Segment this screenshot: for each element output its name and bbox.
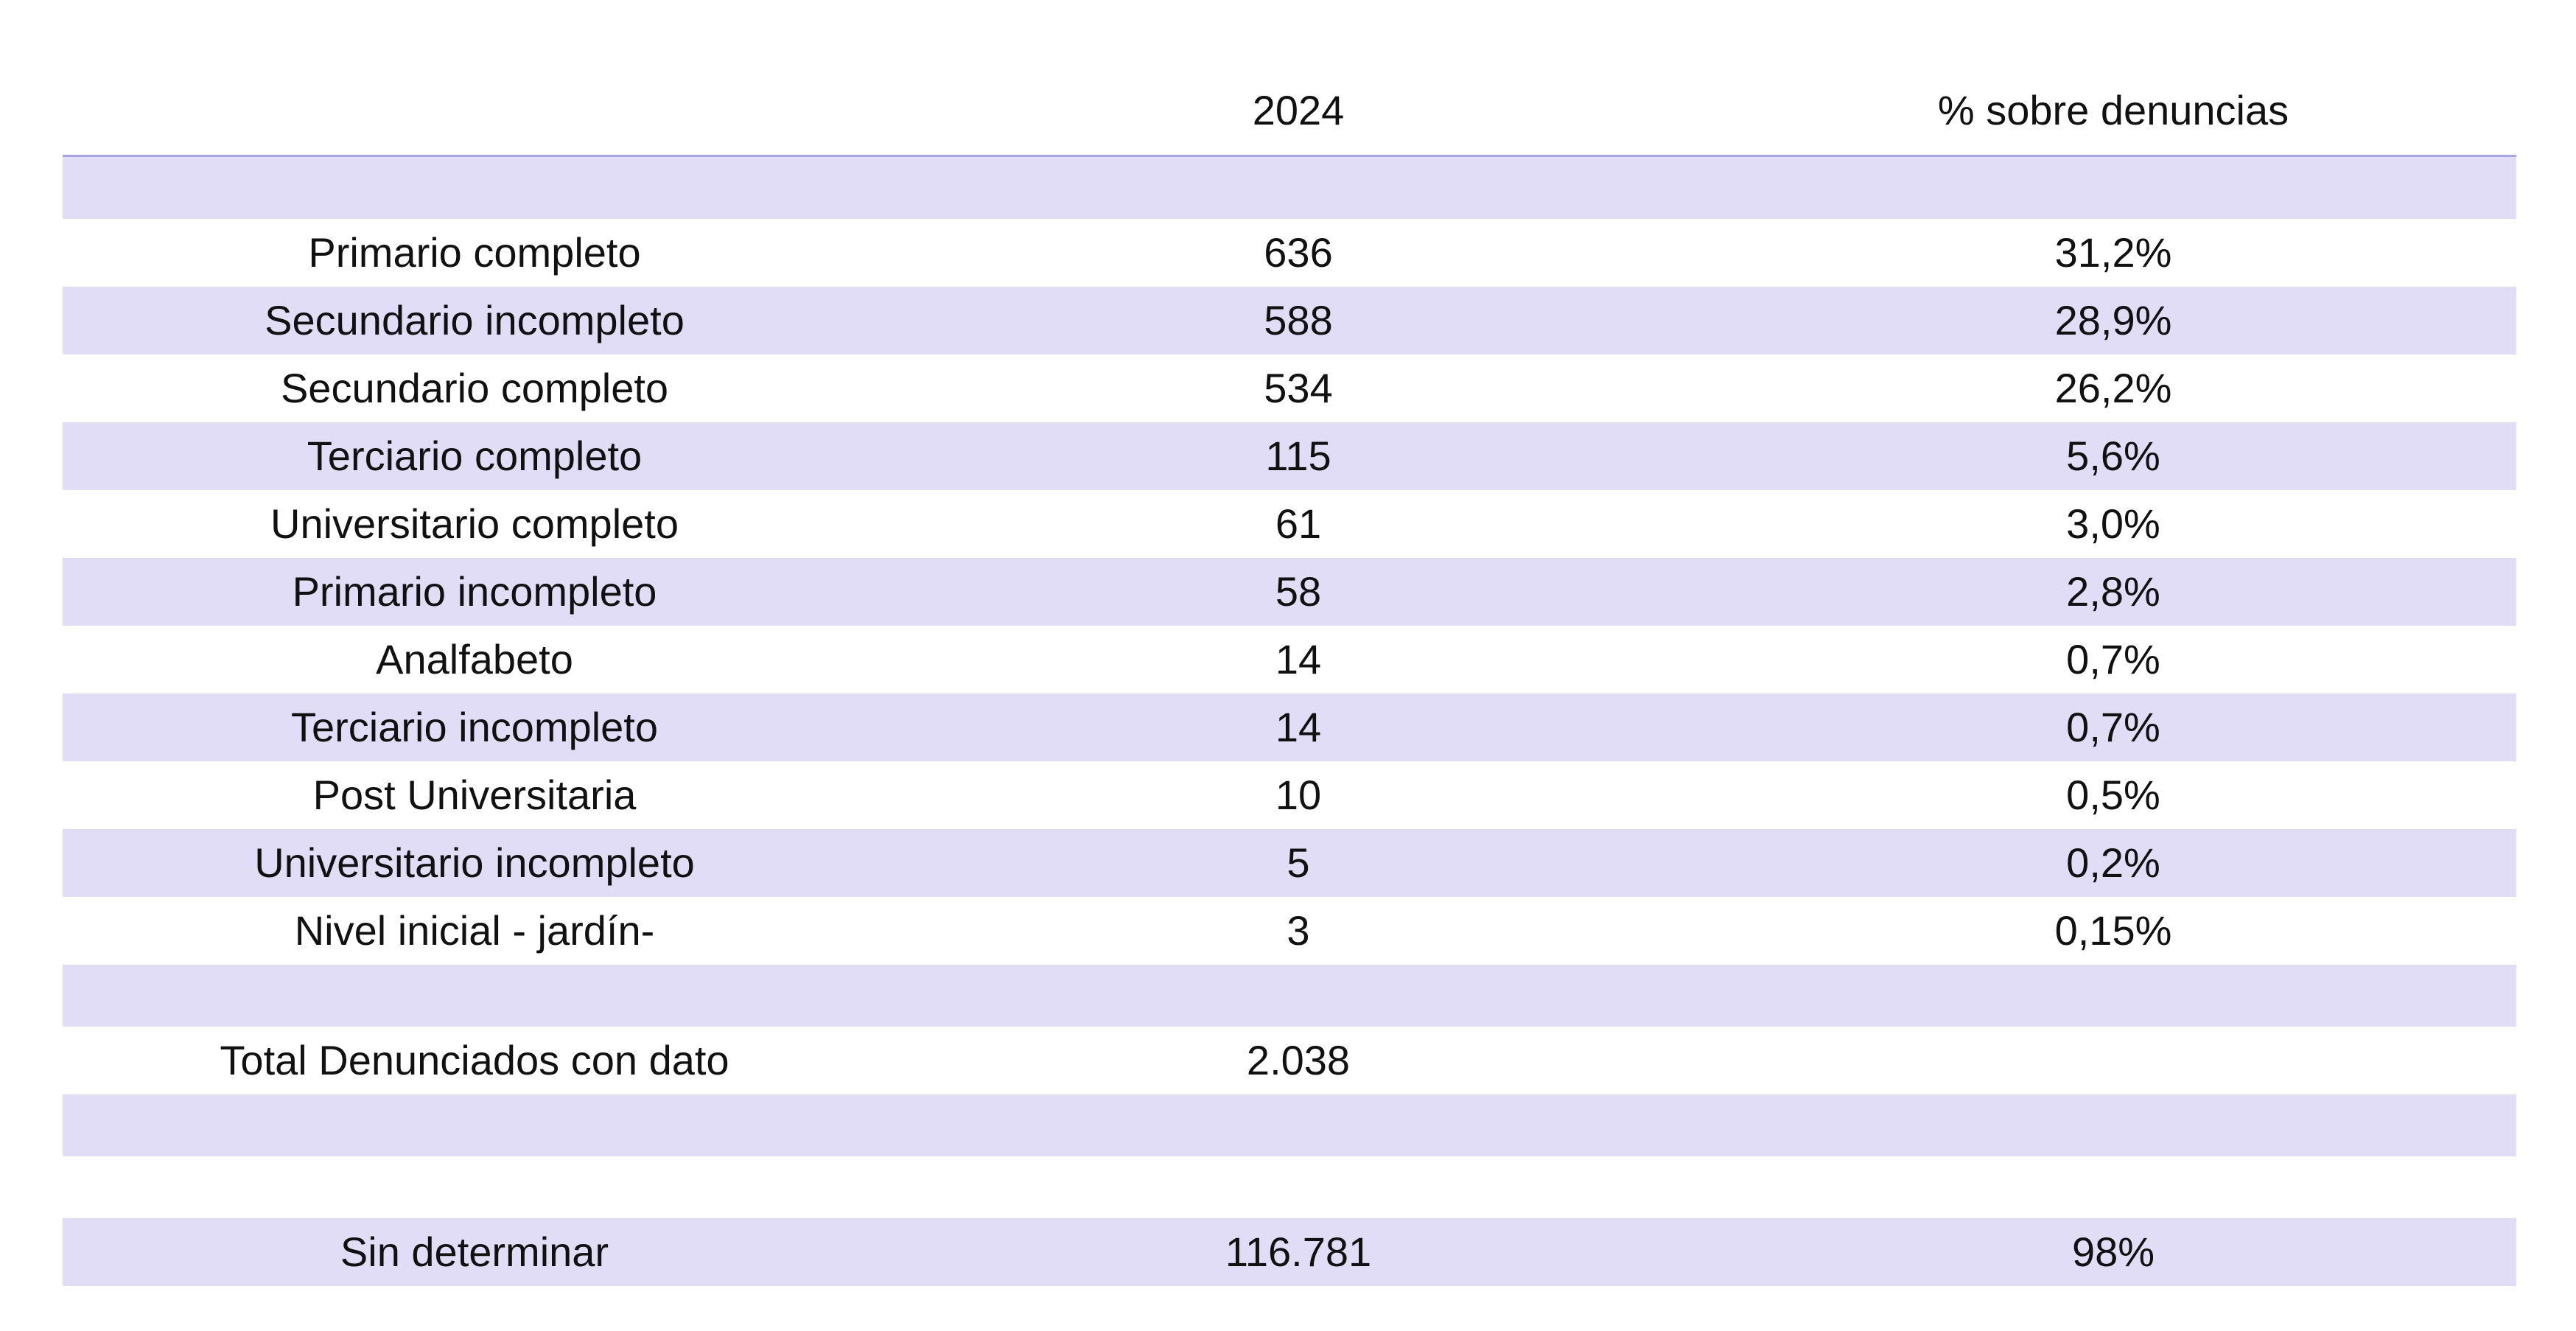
- table-row: Post Universitaria 10 0,5%: [63, 761, 2516, 829]
- row-label: Post Universitaria: [312, 772, 637, 818]
- row-label: Primario completo: [308, 229, 641, 276]
- table-row: Universitario completo 61 3,0%: [63, 490, 2516, 558]
- row-count: 10: [1275, 772, 1322, 818]
- row-count: 61: [1275, 500, 1322, 547]
- row-pct: 0,15%: [2054, 907, 2172, 954]
- row-pct: 31,2%: [2054, 229, 2172, 276]
- row-count: 3: [1287, 907, 1310, 954]
- row-pct: 3,0%: [2066, 500, 2160, 547]
- row-label: Nivel inicial - jardín-: [294, 907, 655, 954]
- row-label: Primario incompleto: [292, 568, 657, 615]
- row-pct: 0,2%: [2066, 839, 2160, 886]
- undetermined-row: Sin determinar 116.781 98%: [63, 1218, 2516, 1286]
- header-pct-cell: % sobre denuncias: [1937, 87, 2289, 133]
- spacer-band: [63, 965, 2516, 1027]
- row-count: 14: [1275, 636, 1322, 682]
- row-pct: 2,8%: [2066, 568, 2160, 615]
- table-row: Primario completo 636 31,2%: [63, 219, 2516, 287]
- table-row: Analfabeto 14 0,7%: [63, 626, 2516, 694]
- row-count: 14: [1275, 704, 1322, 750]
- undetermined-count: 116.781: [1225, 1229, 1372, 1275]
- row-count: 58: [1275, 568, 1322, 615]
- table-row: Terciario incompleto 14 0,7%: [63, 694, 2516, 761]
- row-label: Terciario incompleto: [291, 704, 658, 750]
- row-label: Universitario incompleto: [254, 839, 695, 886]
- spacer-band: [63, 157, 2516, 219]
- table-row: Secundario incompleto 588 28,9%: [63, 287, 2516, 354]
- row-pct: 28,9%: [2054, 297, 2172, 343]
- table-row: Universitario incompleto 5 0,2%: [63, 829, 2516, 897]
- total-row: Total Denunciados con dato 2.038: [63, 1027, 2516, 1094]
- table-row: Secundario completo 534 26,2%: [63, 354, 2516, 422]
- row-pct: 26,2%: [2054, 365, 2172, 411]
- row-count: 636: [1264, 229, 1333, 276]
- row-label: Terciario completo: [307, 433, 643, 479]
- row-pct: 0,5%: [2066, 772, 2160, 818]
- row-count: 115: [1265, 433, 1331, 479]
- undetermined-label: Sin determinar: [340, 1229, 609, 1275]
- row-label: Secundario completo: [280, 365, 669, 411]
- table-row: Terciario completo 115 5,6%: [63, 422, 2516, 490]
- spacer-band: [63, 1094, 2516, 1156]
- row-pct: 0,7%: [2066, 636, 2160, 682]
- row-count: 534: [1264, 365, 1333, 411]
- total-label: Total Denunciados con dato: [220, 1037, 729, 1083]
- total-count: 2.038: [1246, 1037, 1351, 1083]
- row-count: 588: [1264, 297, 1333, 343]
- table-row: Primario incompleto 58 2,8%: [63, 558, 2516, 626]
- row-pct: 0,7%: [2066, 704, 2160, 750]
- row-label: Analfabeto: [376, 636, 573, 682]
- row-label: Secundario incompleto: [265, 297, 685, 343]
- header-year-cell: 2024: [1252, 87, 1345, 133]
- row-pct: 5,6%: [2066, 433, 2160, 479]
- header-divider: [63, 155, 2516, 157]
- row-count: 5: [1287, 839, 1310, 886]
- row-label: Universitario completo: [270, 500, 679, 547]
- table-row: Nivel inicial - jardín- 3 0,15%: [63, 897, 2516, 965]
- undetermined-pct: 98%: [2071, 1229, 2155, 1275]
- table-header: 2024 % sobre denuncias: [63, 81, 2516, 140]
